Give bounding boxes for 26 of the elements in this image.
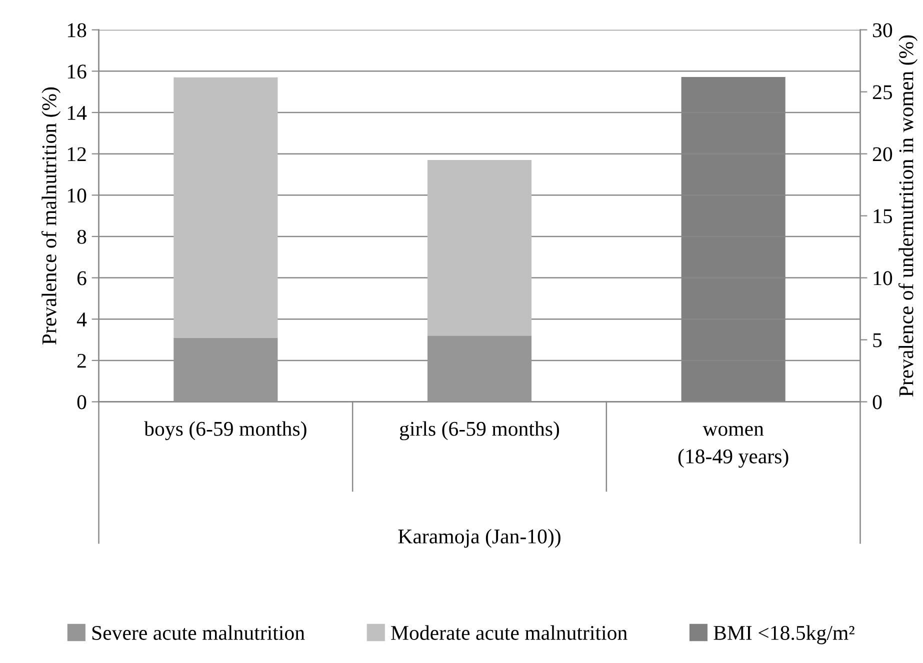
legend-label: BMI <18.5kg/m²: [714, 625, 854, 644]
y-axis-title: Prevalence of malnutrition (%): [41, 87, 61, 344]
x-axis-title: Karamoja (Jan-10)): [398, 528, 560, 548]
x-tick-label: women (18-49 years): [678, 426, 788, 468]
y2-tick-label: 30: [873, 23, 892, 38]
y2-tick-label: 5: [873, 333, 882, 348]
y-tick-label: 14: [68, 106, 87, 120]
y-tick-label: 10: [68, 188, 86, 203]
y-tick-label: 6: [77, 271, 86, 286]
y2-tick-label: 15: [874, 209, 892, 224]
y2-axis-title: Prevalence of undernutrition in women (%): [898, 35, 918, 397]
y2-tick-label: 0: [872, 395, 882, 410]
y-tick-label: 0: [77, 395, 86, 410]
y-tick-label: 12: [68, 147, 86, 162]
x-tick-label: boys (6-59 months): [144, 421, 306, 440]
y2-tick-label: 10: [874, 271, 892, 286]
legend-label: Moderate acute malnutrition: [391, 625, 628, 640]
legend-label: Severe acute malnutrition: [92, 625, 305, 640]
y-tick-label: 4: [76, 312, 87, 326]
y-tick-label: 2: [77, 354, 86, 368]
y-tick-label: 8: [77, 230, 86, 244]
y-tick-label: 18: [68, 23, 86, 38]
y2-tick-label: 25: [872, 85, 892, 100]
y2-tick-label: 20: [872, 147, 892, 162]
x-tick-label: girls (6-59 months): [400, 421, 560, 440]
y-tick-label: 16: [68, 64, 86, 79]
